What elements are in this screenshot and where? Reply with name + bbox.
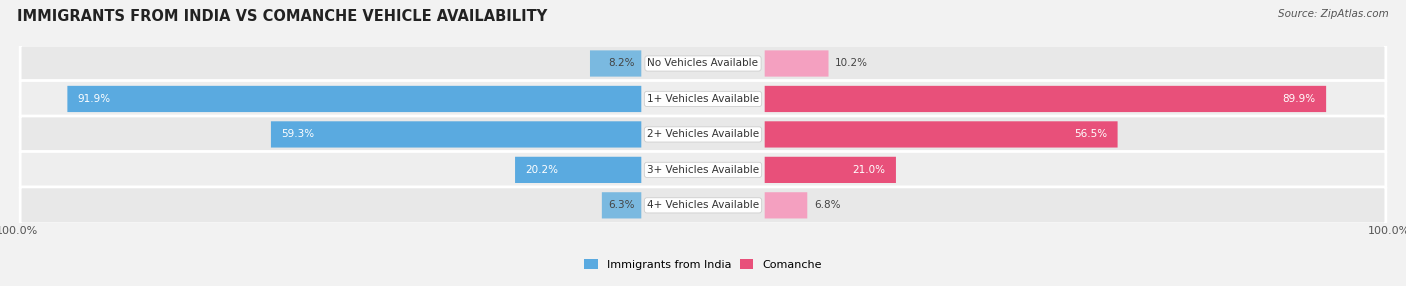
- FancyBboxPatch shape: [20, 152, 1386, 188]
- Text: 2+ Vehicles Available: 2+ Vehicles Available: [647, 130, 759, 139]
- Text: IMMIGRANTS FROM INDIA VS COMANCHE VEHICLE AVAILABILITY: IMMIGRANTS FROM INDIA VS COMANCHE VEHICL…: [17, 9, 547, 23]
- FancyBboxPatch shape: [20, 116, 1386, 153]
- Text: 20.2%: 20.2%: [526, 165, 558, 175]
- FancyBboxPatch shape: [515, 157, 641, 183]
- FancyBboxPatch shape: [765, 157, 896, 183]
- Text: 21.0%: 21.0%: [852, 165, 886, 175]
- Text: Source: ZipAtlas.com: Source: ZipAtlas.com: [1278, 9, 1389, 19]
- Text: 89.9%: 89.9%: [1282, 94, 1316, 104]
- FancyBboxPatch shape: [591, 50, 641, 77]
- Text: 3+ Vehicles Available: 3+ Vehicles Available: [647, 165, 759, 175]
- FancyBboxPatch shape: [602, 192, 641, 219]
- FancyBboxPatch shape: [765, 86, 1326, 112]
- Text: 4+ Vehicles Available: 4+ Vehicles Available: [647, 200, 759, 210]
- FancyBboxPatch shape: [765, 121, 1118, 148]
- Legend: Immigrants from India, Comanche: Immigrants from India, Comanche: [579, 255, 827, 274]
- Text: 59.3%: 59.3%: [281, 130, 315, 139]
- FancyBboxPatch shape: [20, 187, 1386, 224]
- Text: 56.5%: 56.5%: [1074, 130, 1108, 139]
- FancyBboxPatch shape: [20, 45, 1386, 82]
- FancyBboxPatch shape: [765, 50, 828, 77]
- Text: 1+ Vehicles Available: 1+ Vehicles Available: [647, 94, 759, 104]
- Text: 6.8%: 6.8%: [814, 200, 841, 210]
- Text: 6.3%: 6.3%: [607, 200, 634, 210]
- Text: 8.2%: 8.2%: [607, 59, 634, 68]
- Text: No Vehicles Available: No Vehicles Available: [648, 59, 758, 68]
- FancyBboxPatch shape: [765, 192, 807, 219]
- Text: 91.9%: 91.9%: [77, 94, 111, 104]
- FancyBboxPatch shape: [20, 81, 1386, 117]
- Text: 10.2%: 10.2%: [835, 59, 869, 68]
- FancyBboxPatch shape: [67, 86, 641, 112]
- FancyBboxPatch shape: [271, 121, 641, 148]
